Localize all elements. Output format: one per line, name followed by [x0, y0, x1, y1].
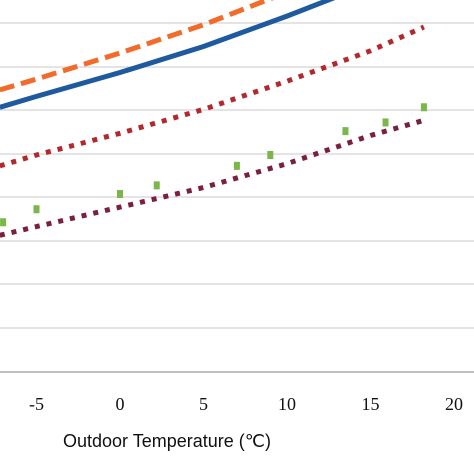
series-4-point	[420, 103, 427, 112]
series-4-point	[0, 218, 7, 227]
series-2-line	[0, 0, 336, 110]
x-axis-title: Outdoor Temperature (℃)	[63, 431, 271, 451]
series-4-point	[153, 181, 160, 190]
series-group	[0, 0, 427, 238]
series-4-point	[382, 118, 389, 127]
x-axis-ticks: -5 0 5 10 15 20	[29, 394, 463, 414]
x-tick-label: 0	[116, 394, 125, 414]
series-4-point	[342, 127, 349, 136]
x-tick-label: 15	[362, 394, 380, 414]
series-4-point	[33, 205, 40, 214]
gridlines	[0, 22, 474, 373]
series-4-point	[117, 190, 123, 199]
series-4-point	[267, 151, 274, 159]
series-5-line	[0, 117, 425, 238]
series-4-point	[233, 161, 240, 170]
series-3-line	[0, 24, 425, 169]
x-tick-label: 5	[199, 394, 208, 414]
x-tick-label: 20	[445, 394, 463, 414]
x-tick-label: -5	[29, 394, 44, 414]
x-tick-label: 10	[278, 394, 296, 414]
